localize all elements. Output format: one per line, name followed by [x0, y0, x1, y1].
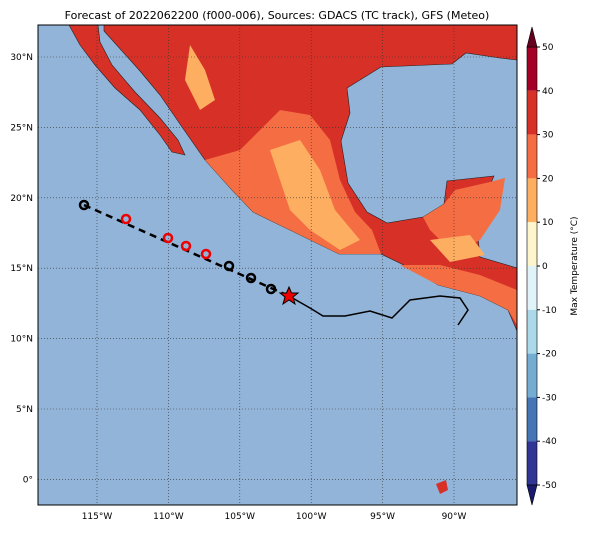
colorbar-band [527, 90, 537, 135]
lat-label: 15°N [10, 264, 33, 274]
island [436, 480, 448, 494]
storm-symbols [78, 199, 277, 295]
lat-label: 10°N [10, 335, 33, 345]
lat-label: 0° [23, 475, 33, 485]
land [68, 25, 186, 156]
land-mild [185, 45, 485, 262]
colorbar-tick-label: 40 [542, 87, 554, 97]
lon-label: 95°W [370, 512, 395, 522]
lat-label: 25°N [10, 123, 33, 133]
map-frame [37, 24, 518, 506]
colorbar-tick-label: 10 [542, 218, 554, 228]
colorbar-band [527, 134, 537, 179]
colorbar-tick-label: -40 [542, 437, 557, 447]
colorbar-band [527, 178, 537, 223]
map [38, 25, 517, 505]
colorbar-band [527, 441, 537, 485]
lat-label: 5°N [16, 405, 33, 415]
lon-label: 105°W [225, 512, 256, 522]
colorbar-tick-label: -50 [542, 481, 557, 491]
colorbar-tick-label: 50 [542, 43, 554, 53]
colorbar-band [527, 47, 537, 91]
colorbar-band [527, 397, 537, 442]
lon-label: 90°W [442, 512, 467, 522]
lat-label: 30°N [10, 53, 33, 63]
colorbar-tick-label: 30 [542, 131, 554, 141]
colorbar-tick-label: 20 [542, 174, 554, 184]
current-position [278, 285, 300, 306]
colorbar-band [527, 222, 537, 266]
colorbar-band [527, 353, 537, 398]
colorbar-tick-label: -20 [542, 350, 557, 360]
colorbar-band [527, 266, 537, 310]
past-track [288, 295, 469, 326]
colorbar-over [526, 26, 538, 48]
colorbar-under [526, 484, 538, 506]
title: Forecast of 2022062200 (f000-006), Sourc… [65, 9, 490, 22]
colorbar-tick-label: -10 [542, 306, 557, 316]
colorbar-tick-label: -30 [542, 393, 557, 403]
lon-label: 100°W [296, 512, 327, 522]
colorbar-band [527, 309, 537, 354]
lon-label: 110°W [153, 512, 184, 522]
colorbar-label: Max Temperature (°C) [570, 216, 580, 315]
lon-label: 115°W [82, 512, 113, 522]
colorbar-tick-label: 0 [542, 262, 548, 272]
lat-label: 20°N [10, 194, 33, 204]
